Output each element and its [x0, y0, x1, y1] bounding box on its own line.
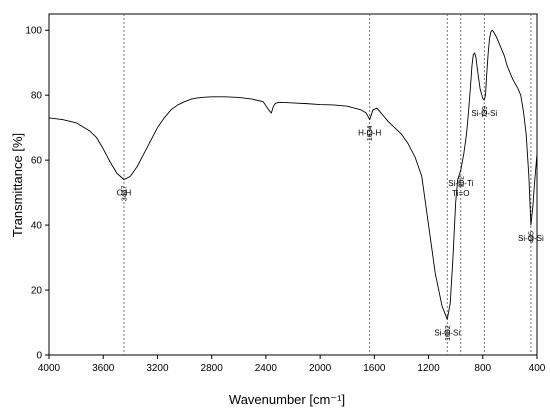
peak-label: H-O-H [358, 129, 381, 138]
peak-annotations: 3447O-H1634H-O-H1062Si-O-Si962Si-O-TiTi=… [117, 106, 544, 341]
y-tick-label: 20 [31, 286, 43, 297]
x-tick-label: 1200 [417, 363, 440, 374]
y-tick-label: 0 [36, 351, 42, 362]
series-layer [48, 29, 538, 320]
peak-number: 1062 [445, 325, 452, 341]
y-tick-label: 60 [31, 156, 43, 167]
y-tick-label: 40 [31, 221, 43, 232]
y-tick-label: 80 [31, 91, 43, 102]
peak-marker-lines [123, 14, 532, 355]
x-tick-label: 2800 [201, 363, 224, 374]
plot-frame [48, 13, 538, 356]
x-tick-label: 3200 [146, 363, 169, 374]
y-tick-label: 100 [25, 26, 42, 37]
peak-label: Si-O-Ti [448, 179, 473, 188]
peak-label: Si-O-Si [471, 109, 497, 118]
x-tick-label: 2400 [255, 363, 278, 374]
series-line [48, 29, 538, 320]
x-tick-label: 800 [474, 363, 491, 374]
peak-label: Si-O-Si [518, 234, 544, 243]
peak-number: 445 [528, 231, 535, 243]
peak-number: 1634 [367, 125, 374, 141]
peak-label: Si-O-Si [434, 328, 460, 337]
peak-number: 962 [458, 176, 465, 188]
peak-label-secondary: Ti=O [452, 189, 469, 198]
x-axis-title: Wavenumber [cm⁻¹] [229, 392, 345, 407]
x-tick-label: 1600 [363, 363, 386, 374]
y-axis-title: Transmittance [%] [10, 133, 25, 237]
x-tick-label: 3600 [92, 363, 115, 374]
peak-number: 3447 [121, 186, 128, 202]
x-tick-label: 400 [529, 363, 546, 374]
peak-label: O-H [117, 189, 132, 198]
x-tick-label: 2000 [309, 363, 332, 374]
peak-number: 789 [482, 106, 489, 118]
plot-border [48, 13, 538, 356]
x-tick-label: 4000 [38, 363, 61, 374]
x-axis-ticks: 4000 3600 3200 2800 2400 2000 1600 1200 800 400 [38, 355, 546, 374]
y-axis-ticks: 0 20 40 60 80 100 [25, 26, 49, 362]
